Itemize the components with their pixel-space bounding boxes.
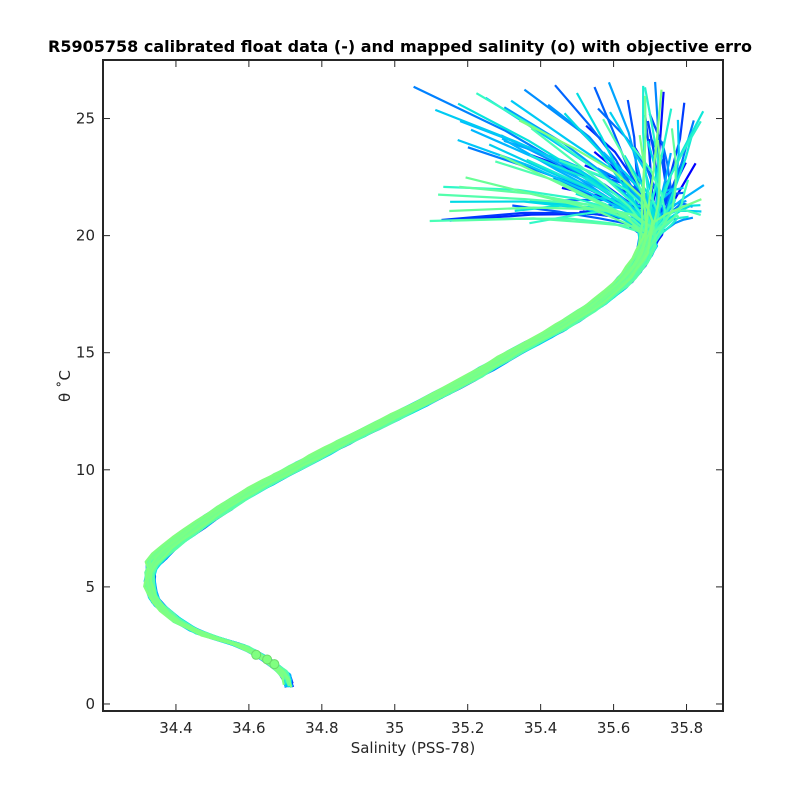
profile-line	[147, 217, 677, 677]
profile-line	[143, 186, 684, 681]
x-tick-label: 35.4	[524, 719, 557, 737]
profile-line	[148, 171, 655, 677]
x-tick-label: 34.4	[159, 719, 192, 737]
x-axis-label: Salinity (PSS-78)	[351, 739, 476, 757]
x-axis: 34.4 34.6 34.8 35 35.2 35.4 35.6 35.8	[159, 60, 703, 737]
y-axis-label: θ ˚C	[56, 370, 74, 402]
mapped-salinity-marker	[262, 654, 273, 665]
profile-line	[151, 187, 664, 685]
profile-line	[148, 173, 653, 675]
profile-line	[147, 186, 649, 674]
profile-line	[147, 193, 652, 675]
x-tick-label: 35.8	[670, 719, 703, 737]
profile-line	[146, 164, 657, 686]
profile-line	[145, 198, 702, 677]
profile-line	[146, 200, 647, 675]
axes-box	[102, 59, 724, 712]
profile-line	[148, 217, 650, 675]
profile-line	[148, 198, 677, 680]
profile-line	[153, 108, 652, 688]
profile-line	[150, 191, 660, 677]
profile-line	[151, 199, 687, 687]
profile-line	[147, 179, 690, 680]
profile-line	[144, 214, 680, 678]
profile-line	[149, 209, 651, 678]
profile-line	[149, 206, 655, 674]
profile-line	[147, 108, 673, 673]
profile-line	[150, 198, 666, 674]
profile-line	[151, 209, 653, 688]
profile-line	[150, 203, 666, 679]
profile-line	[149, 128, 652, 679]
y-tick-label: 0	[85, 695, 95, 713]
profile-line	[149, 111, 658, 682]
profile-line	[151, 202, 662, 677]
profile-line	[150, 217, 653, 687]
y-tick-label: 25	[76, 110, 95, 128]
y-axis: 0 5 10 15 20 25	[76, 110, 723, 713]
profile-line	[149, 154, 657, 686]
profile-line	[149, 119, 654, 688]
profile-line	[149, 176, 662, 684]
profile-line	[151, 124, 655, 688]
profile-line	[149, 195, 660, 682]
y-tick-label: 20	[76, 227, 95, 245]
profile-line	[150, 211, 651, 687]
mapped-salinity-marker	[251, 649, 262, 660]
profile-line	[147, 205, 647, 684]
profile-line	[144, 103, 644, 678]
profile-line	[152, 92, 656, 675]
y-tick-label: 5	[85, 578, 95, 596]
profile-line	[149, 154, 656, 688]
x-tick-label: 35	[385, 719, 404, 737]
profile-line	[145, 213, 646, 676]
x-tick-label: 34.8	[305, 719, 338, 737]
mapped-salinity-marker	[269, 659, 280, 670]
profile-line	[146, 134, 648, 681]
y-tick-label: 15	[76, 344, 95, 362]
profile-line	[145, 185, 645, 681]
profile-line	[148, 202, 693, 675]
x-tick-label: 34.6	[232, 719, 265, 737]
profile-line	[149, 139, 662, 681]
profile-line	[152, 217, 658, 673]
profile-line	[146, 204, 646, 679]
profile-line	[145, 200, 644, 674]
profile-line	[147, 192, 649, 680]
profile-line	[150, 191, 685, 682]
profile-line	[147, 159, 685, 674]
profile-line	[146, 212, 649, 688]
profile-line	[149, 162, 697, 683]
profile-line	[150, 206, 652, 675]
x-tick-label: 35.2	[451, 719, 484, 737]
profile-line	[150, 187, 676, 682]
profile-line	[147, 184, 705, 684]
profile-line	[150, 185, 649, 686]
profile-line	[152, 146, 666, 686]
profile-line	[152, 152, 656, 684]
profile-line	[147, 216, 656, 686]
profile-line	[150, 167, 651, 688]
profile-line	[144, 176, 647, 680]
plot-area	[143, 81, 705, 688]
profile-line	[150, 198, 653, 683]
profile-line	[148, 215, 689, 676]
profile-line	[147, 91, 665, 685]
chart-title: R5905758 calibrated float data (-) and m…	[48, 37, 752, 56]
profile-line	[148, 210, 663, 687]
y-tick-label: 10	[76, 461, 95, 479]
profile-line	[143, 89, 663, 686]
profile-line	[144, 204, 642, 674]
profile-line	[146, 176, 644, 678]
profile-line	[148, 202, 661, 675]
x-tick-label: 35.6	[597, 719, 630, 737]
profile-line	[145, 162, 687, 688]
